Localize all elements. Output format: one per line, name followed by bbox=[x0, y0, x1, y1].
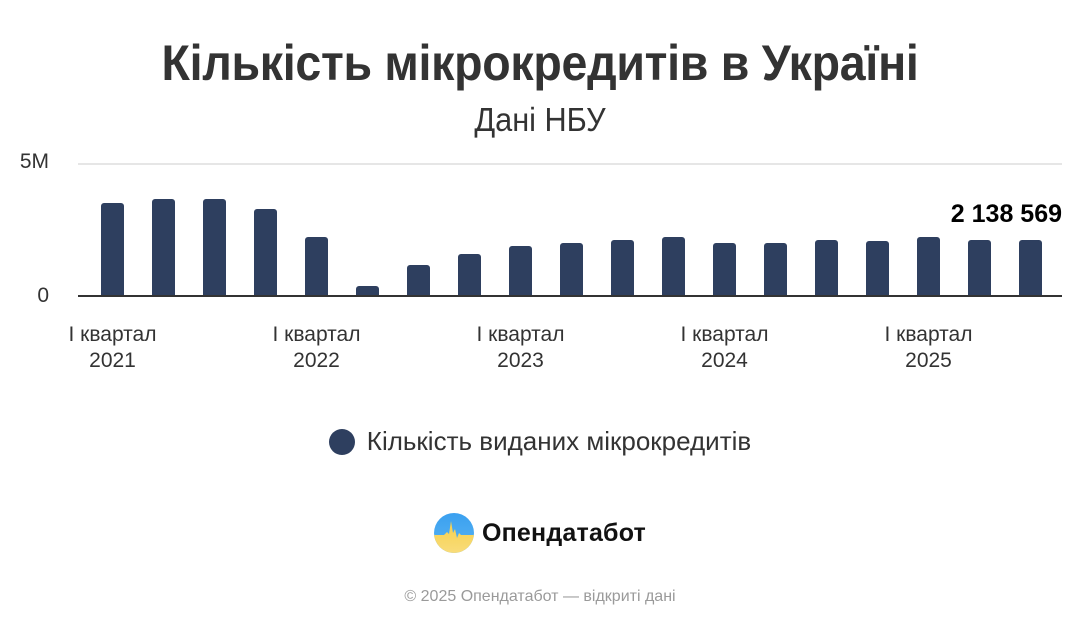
brand-name: Опендатабот bbox=[481, 518, 646, 547]
bar[interactable] bbox=[509, 246, 532, 296]
bar[interactable] bbox=[458, 254, 481, 296]
chart-title: Кількість мікрокредитів в Україні bbox=[161, 35, 919, 91]
x-axis-line bbox=[78, 295, 1062, 297]
x-tick-quarter: I квартал bbox=[272, 323, 361, 346]
x-tick-label: I квартал 2024 bbox=[655, 322, 795, 374]
bar[interactable] bbox=[815, 239, 838, 296]
x-tick-year: 2024 bbox=[701, 349, 748, 372]
data-label-latest: 2 138 569 bbox=[950, 200, 1062, 228]
bar[interactable] bbox=[305, 237, 328, 296]
y-tick-max: 5M bbox=[19, 150, 49, 173]
legend-label: Кількість виданих мікрокредитів bbox=[366, 426, 752, 456]
footer-copyright: © 2025 Опендатабот — відкриті дані bbox=[404, 588, 676, 605]
bar[interactable] bbox=[866, 241, 889, 296]
x-tick-label: I квартал 2025 bbox=[859, 322, 999, 374]
bar[interactable] bbox=[356, 285, 379, 296]
x-tick-quarter: I квартал bbox=[68, 323, 157, 346]
legend-marker-icon bbox=[328, 428, 355, 455]
bar[interactable] bbox=[560, 242, 583, 296]
x-tick-year: 2022 bbox=[293, 349, 340, 372]
x-tick-label: I квартал 2023 bbox=[451, 322, 591, 374]
bar[interactable] bbox=[1019, 239, 1042, 296]
bar[interactable] bbox=[254, 208, 277, 296]
x-tick-quarter: I квартал bbox=[884, 323, 973, 346]
chart-subtitle: Дані НБУ bbox=[474, 101, 606, 138]
bar[interactable] bbox=[713, 242, 736, 296]
bar[interactable] bbox=[407, 264, 430, 296]
bar[interactable] bbox=[764, 242, 787, 296]
gridline-max bbox=[78, 163, 1062, 165]
x-tick-label: I квартал 2022 bbox=[247, 322, 387, 374]
y-tick-zero: 0 bbox=[37, 284, 49, 307]
bar[interactable] bbox=[917, 237, 940, 296]
x-tick-year: 2025 bbox=[905, 349, 952, 372]
brand: Опендатабот bbox=[0, 513, 1080, 553]
bar[interactable] bbox=[203, 199, 226, 296]
x-tick-year: 2021 bbox=[89, 349, 136, 372]
bar[interactable] bbox=[662, 237, 685, 296]
bar[interactable] bbox=[101, 203, 124, 296]
legend[interactable]: Кількість виданих мікрокредитів bbox=[0, 426, 1080, 457]
opendatabot-logo-icon bbox=[433, 513, 474, 553]
x-tick-quarter: I квартал bbox=[680, 323, 769, 346]
x-tick-year: 2023 bbox=[497, 349, 544, 372]
bar[interactable] bbox=[152, 199, 175, 296]
x-tick-label: I квартал 2021 bbox=[43, 322, 183, 374]
bar[interactable] bbox=[968, 239, 991, 296]
bar-chart: 5M 0 I квартал 2021 I квартал 2022 I квартал… bbox=[19, 150, 1062, 374]
x-tick-quarter: I квартал bbox=[476, 323, 565, 346]
bar[interactable] bbox=[611, 239, 634, 296]
